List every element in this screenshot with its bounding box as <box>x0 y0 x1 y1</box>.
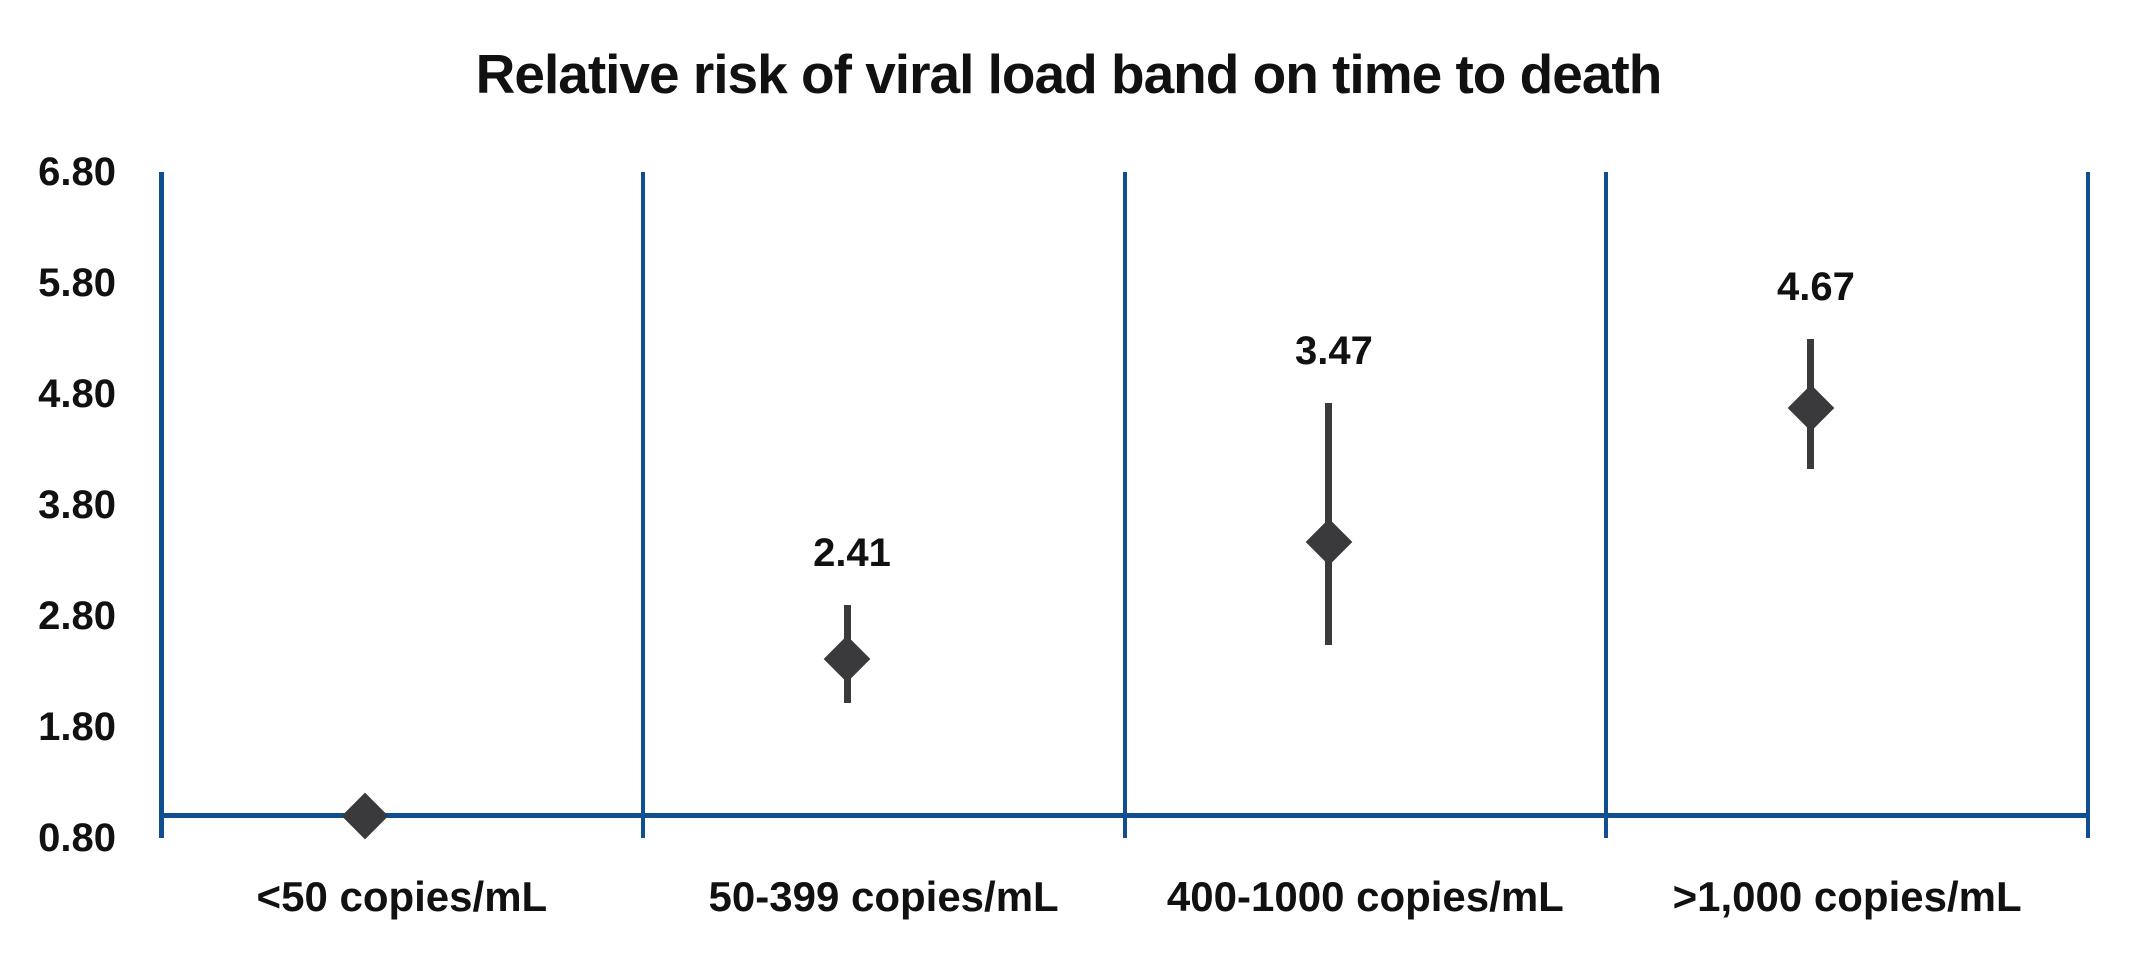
category-label: <50 copies/mL <box>256 873 548 920</box>
reference-line <box>161 813 2088 819</box>
y-axis-line <box>158 172 164 838</box>
plot-right-border-line <box>2086 172 2090 838</box>
chart-title: Relative risk of viral load band on time… <box>475 43 1663 105</box>
category-label: 50-399 copies/mL <box>708 873 1059 920</box>
y-tick-label: 1.80 <box>38 705 116 749</box>
y-tick-label: 4.80 <box>38 372 116 416</box>
y-tick-label: 2.80 <box>38 594 116 638</box>
y-tick-label: 5.80 <box>38 261 116 305</box>
plot-area: 6.80 5.80 4.80 3.80 2.80 1.80 0.80 <50 copies/m… <box>38 150 2090 920</box>
y-tick-label: 0.80 <box>38 816 116 860</box>
diamond-marker <box>823 635 871 683</box>
data-label: 2.41 <box>813 530 891 575</box>
diamond-marker <box>1787 385 1835 432</box>
category-label: >1,000 copies/mL <box>1672 873 2022 920</box>
category-separator-line <box>1122 172 1127 838</box>
category-separator-line <box>1604 172 1609 838</box>
diamond-marker <box>1305 518 1353 565</box>
diamond-marker <box>341 792 389 840</box>
category-separator-line <box>640 172 645 838</box>
category-label: 400-1000 copies/mL <box>1166 873 1564 920</box>
y-tick-label: 3.80 <box>38 483 116 527</box>
data-label: 3.47 <box>1295 328 1373 373</box>
y-tick-label: 6.80 <box>38 150 116 194</box>
data-label: 4.67 <box>1776 264 1855 309</box>
